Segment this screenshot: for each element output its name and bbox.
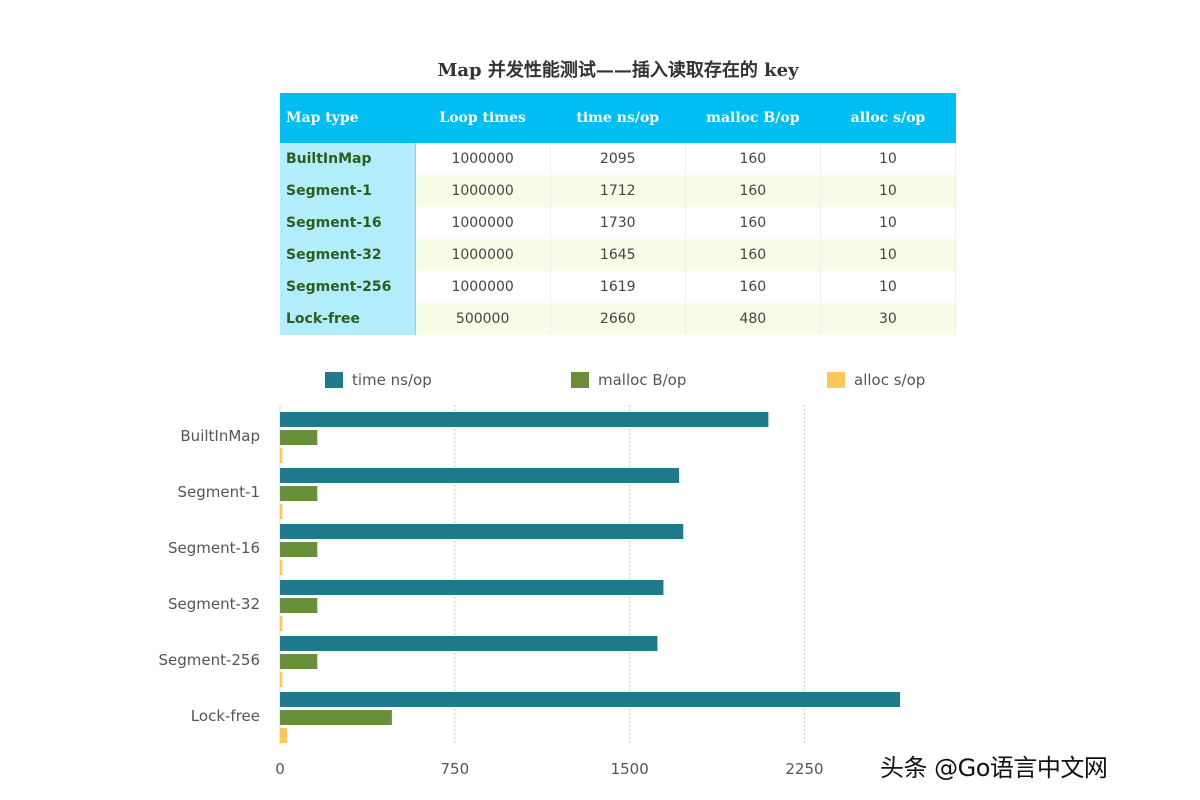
cell-alloc: 30 — [820, 303, 957, 335]
cell-map-type: Segment-32 — [280, 239, 416, 271]
table-header-row: Map type Loop times time ns/op malloc B/… — [280, 93, 956, 143]
y-category-label: Segment-1 — [178, 483, 260, 501]
cell-alloc: 10 — [820, 143, 957, 175]
cell-malloc: 160 — [685, 271, 821, 303]
bar — [280, 636, 658, 651]
cell-alloc: 10 — [820, 175, 957, 207]
cell-loop-times: 500000 — [415, 303, 551, 335]
bar — [280, 598, 318, 613]
watermark: 头条 @Go语言中文网 — [880, 754, 1108, 782]
bar — [280, 580, 664, 595]
legend-label-malloc: malloc B/op — [598, 371, 687, 389]
legend-swatch-time — [325, 372, 343, 388]
bar — [280, 672, 283, 687]
cell-malloc: 160 — [685, 207, 821, 239]
cell-alloc: 10 — [820, 271, 957, 303]
table-row: Segment-1 1000000 1712 160 10 — [280, 175, 957, 207]
y-category-label: Lock-free — [191, 707, 260, 725]
table-row: Segment-16 1000000 1730 160 10 — [280, 207, 957, 239]
cell-loop-times: 1000000 — [415, 207, 551, 239]
chart-title: Map 并发性能测试——插入读取存在的 key — [437, 60, 799, 81]
x-tick-label: 2250 — [785, 760, 823, 778]
cell-time: 1712 — [550, 175, 686, 207]
legend-swatch-malloc — [571, 372, 589, 388]
header-loop-times: Loop times — [415, 93, 551, 143]
legend-item-alloc: alloc s/op — [827, 370, 925, 390]
bar — [280, 504, 283, 519]
bar — [280, 430, 318, 445]
cell-map-type: Segment-16 — [280, 207, 416, 239]
cell-loop-times: 1000000 — [415, 271, 551, 303]
header-malloc: malloc B/op — [685, 93, 821, 143]
y-category-label: BuiltInMap — [180, 427, 260, 445]
cell-map-type: Segment-1 — [280, 175, 416, 207]
bar — [280, 412, 769, 427]
cell-malloc: 160 — [685, 239, 821, 271]
legend-item-time: time ns/op — [325, 370, 432, 390]
bar — [280, 560, 283, 575]
bar — [280, 542, 318, 557]
header-map-type: Map type — [280, 93, 416, 143]
table-row: Lock-free 500000 2660 480 30 — [280, 303, 957, 335]
cell-malloc: 160 — [685, 175, 821, 207]
cell-map-type: Segment-256 — [280, 271, 416, 303]
bar — [280, 524, 684, 539]
bar — [280, 448, 283, 463]
x-tick-label: 0 — [275, 760, 285, 778]
cell-loop-times: 1000000 — [415, 175, 551, 207]
cell-malloc: 480 — [685, 303, 821, 335]
x-tick-label: 750 — [441, 760, 470, 778]
legend-item-malloc: malloc B/op — [571, 370, 686, 390]
cell-time: 1645 — [550, 239, 686, 271]
x-tick-label: 1500 — [611, 760, 649, 778]
bar — [280, 692, 901, 707]
results-table: Map type Loop times time ns/op malloc B/… — [280, 93, 957, 335]
y-category-label: Segment-32 — [168, 595, 260, 613]
cell-loop-times: 1000000 — [415, 143, 551, 175]
cell-time: 2095 — [550, 143, 686, 175]
table-row: Segment-32 1000000 1645 160 10 — [280, 239, 957, 271]
cell-alloc: 10 — [820, 207, 957, 239]
legend-label-alloc: alloc s/op — [854, 371, 926, 389]
cell-time: 1730 — [550, 207, 686, 239]
table-row: BuiltInMap 1000000 2095 160 10 — [280, 143, 957, 175]
cell-map-type: BuiltInMap — [280, 143, 416, 175]
legend-swatch-alloc — [827, 372, 845, 388]
bar — [280, 710, 392, 725]
cell-malloc: 160 — [685, 143, 821, 175]
header-time: time ns/op — [550, 93, 686, 143]
bar — [280, 654, 318, 669]
y-category-label: Segment-16 — [168, 539, 260, 557]
cell-time: 2660 — [550, 303, 686, 335]
bar — [280, 468, 680, 483]
y-category-label: Segment-256 — [158, 651, 260, 669]
table-row: Segment-256 1000000 1619 160 10 — [280, 271, 957, 303]
cell-alloc: 10 — [820, 239, 957, 271]
bar — [280, 486, 318, 501]
legend-label-time: time ns/op — [352, 371, 432, 389]
cell-map-type: Lock-free — [280, 303, 416, 335]
cell-time: 1619 — [550, 271, 686, 303]
cell-loop-times: 1000000 — [415, 239, 551, 271]
bar — [280, 728, 287, 743]
bar — [280, 616, 283, 631]
header-alloc: alloc s/op — [820, 93, 956, 143]
